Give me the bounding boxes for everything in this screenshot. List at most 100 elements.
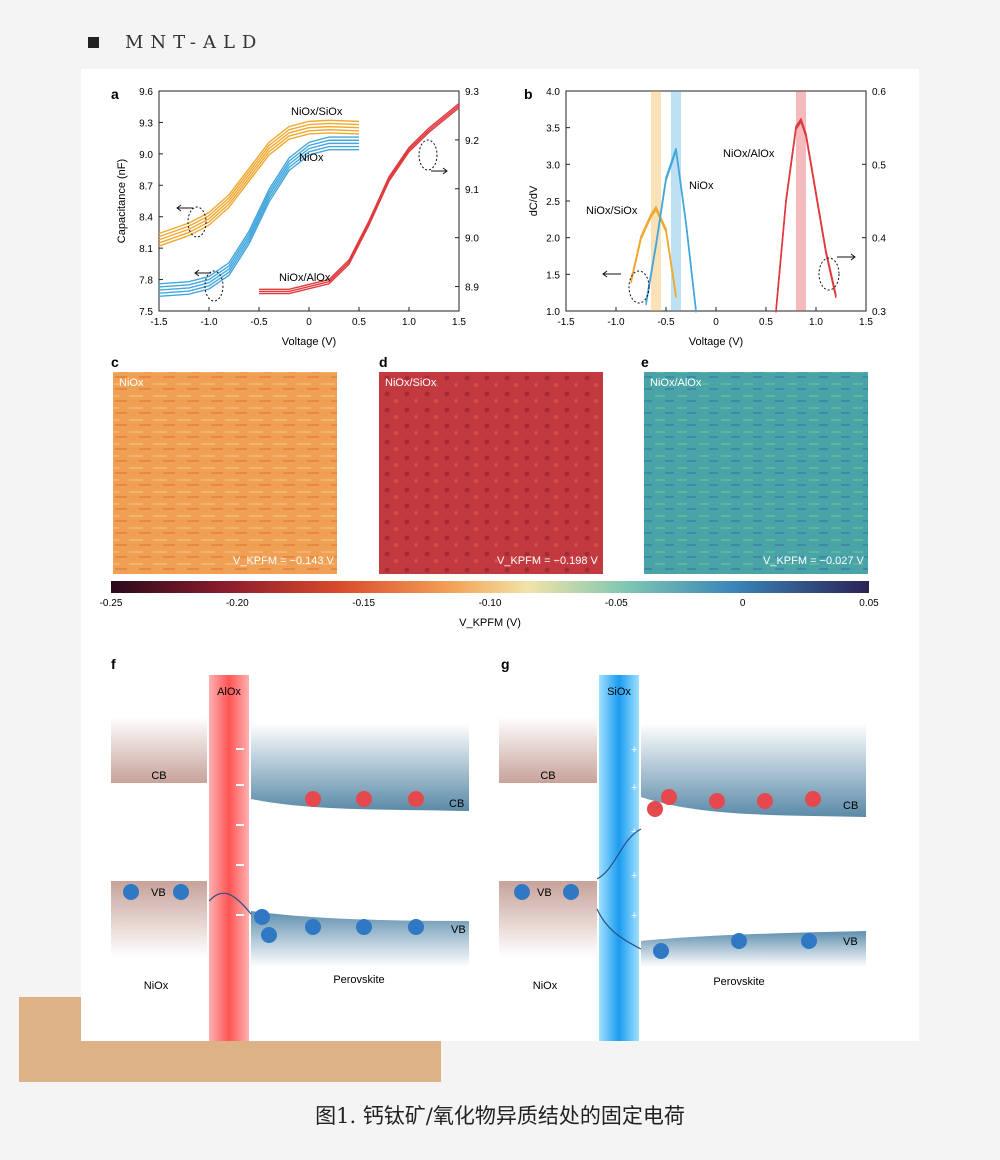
panel-label-g: g xyxy=(501,656,510,672)
chart-b-peak-bands xyxy=(651,91,806,311)
f-vb-label: VB xyxy=(151,887,166,899)
chart-b-peak-band xyxy=(671,91,681,311)
chart-b-ytick-label: 3.0 xyxy=(546,160,560,171)
chart-b-ellipse-2 xyxy=(818,257,840,291)
panel-label-f: f xyxy=(111,656,116,672)
chart-b-xtick-label: 0 xyxy=(713,317,719,328)
f-oxide-label: AlOx xyxy=(217,686,241,698)
panel-label-c: c xyxy=(111,354,119,370)
f-nio-cb xyxy=(111,717,207,783)
g-hole-icon-2 xyxy=(563,884,579,900)
kpfm-map-e-title: NiOx/AlOx xyxy=(650,377,702,389)
chart-a-xtick-label: 1.5 xyxy=(452,317,466,328)
kpfm-map-d-value: V_KPFM = −0.198 V xyxy=(497,555,599,567)
chart-a-ytick-label: 9.3 xyxy=(139,118,153,129)
g-oxide-layer xyxy=(599,675,639,1041)
chart-b-xtick-label: -1.5 xyxy=(557,317,575,328)
chart-a-ytick-label: 7.5 xyxy=(139,307,153,318)
f-hole-icon-3 xyxy=(254,909,270,925)
g-cb-left-label: CB xyxy=(540,770,555,782)
panel-label-a: a xyxy=(111,86,119,102)
g-hole-icon-1 xyxy=(514,884,530,900)
chart-a-series xyxy=(158,103,460,298)
colorbar-tick-label: -0.10 xyxy=(479,598,502,609)
g-oxide-label: SiOx xyxy=(607,686,631,698)
band-diagram-f: f CB VB NiOx CB VB Perovskite AlOx xyxy=(111,656,469,1041)
g-vb-right-label: VB xyxy=(843,936,858,948)
chart-a-y2-ticks: 8.9 9.0 9.1 9.2 9.3 xyxy=(455,87,479,294)
chart-b-ytick-label: 4.0 xyxy=(546,87,560,98)
chart-a-series-line xyxy=(158,136,359,285)
chart-a-series-line xyxy=(158,129,360,244)
chart-a-series-line xyxy=(158,142,359,291)
chart-b-ellipse-1 xyxy=(628,270,650,304)
chart-b-label-nio: NiOx xyxy=(689,180,714,192)
f-right-material: Perovskite xyxy=(333,974,384,986)
chart-b-ytick-label: 2.0 xyxy=(546,234,560,245)
chart-b-xtick-label: 0.5 xyxy=(759,317,773,328)
chart-b-xtick-label: -0.5 xyxy=(657,317,675,328)
f-electron-icon-3 xyxy=(408,791,424,807)
chart-a-series-line xyxy=(158,125,360,241)
chart-b-xlabel: Voltage (V) xyxy=(689,336,743,348)
kpfm-map-e xyxy=(644,372,868,574)
f-hole-icon-1 xyxy=(123,884,139,900)
chart-b-y2tick-label: 0.6 xyxy=(872,87,886,98)
figure-panel: a 7.5 7.8 8.1 8.4 8.7 9.0 9.3 9.6 8.9 9.0 9.1 9.2 9… xyxy=(81,69,919,1041)
svg-text:+: + xyxy=(631,826,637,838)
chart-b-label-nio-sio: NiOx/SiOx xyxy=(586,205,638,217)
g-transfer-arrow-2 xyxy=(596,908,642,950)
g-electron-icon-3 xyxy=(709,793,725,809)
chart-a-xtick-label: -1.0 xyxy=(200,317,218,328)
colorbar-tick-label: -0.15 xyxy=(352,598,375,609)
chart-a-arrow-left-2 xyxy=(194,269,211,277)
f-perovskite-cb xyxy=(251,723,469,811)
chart-b-ytick-label: 3.5 xyxy=(546,124,560,135)
panel-label-b: b xyxy=(524,86,533,102)
chart-a-arrow-left-1 xyxy=(176,204,193,212)
g-hole-icon-3 xyxy=(653,943,669,959)
chart-b-ytick-label: 1.0 xyxy=(546,307,560,318)
g-electron-icon-5 xyxy=(805,791,821,807)
chart-a-series-line xyxy=(158,122,360,238)
chart-a-ytick-label: 7.8 xyxy=(139,276,153,287)
g-vb-label: VB xyxy=(537,887,552,899)
chart-b-y2-ticks: 0.3 0.4 0.5 0.6 xyxy=(862,87,886,318)
f-hole-icon-5 xyxy=(305,919,321,935)
kpfm-map-e-value: V_KPFM = −0.027 V xyxy=(763,555,865,567)
chart-b-xtick-label: 1.5 xyxy=(859,317,873,328)
chart-a-series-line xyxy=(158,145,359,294)
f-hole-icon-4 xyxy=(261,927,277,943)
chart-a-y-ticks: 7.5 7.8 8.1 8.4 8.7 9.0 9.3 9.6 xyxy=(139,87,163,318)
chart-b-x-ticks: -1.5 -1.0 -0.5 0 0.5 1.0 1.5 xyxy=(557,307,873,328)
colorbar-ticks: -0.25 -0.20 -0.15 -0.10 -0.05 0 0.05 xyxy=(100,598,880,609)
chart-a-ellipse-2 xyxy=(204,270,224,302)
chart-a-xtick-label: 1.0 xyxy=(402,317,416,328)
figure-caption: 图1. 钙钛矿/氧化物异质结处的固定电荷 xyxy=(315,1104,685,1128)
kpfm-map-d-title: NiOx/SiOx xyxy=(385,377,437,389)
chart-b-peak-band xyxy=(796,91,806,311)
f-vb-right-label: VB xyxy=(451,924,466,936)
header-square-icon xyxy=(88,36,99,48)
brand-title: MNT-ALD xyxy=(125,31,264,53)
chart-a-series-line xyxy=(259,103,460,291)
chart-b-xtick-label: 1.0 xyxy=(809,317,823,328)
colorbar-label: V_KPFM (V) xyxy=(459,617,521,629)
chart-a-x-ticks: -1.5 -1.0 -0.5 0 0.5 1.0 1.5 xyxy=(150,307,466,328)
chart-a-xtick-label: 0.5 xyxy=(352,317,366,328)
chart-b-xtick-label: -1.0 xyxy=(607,317,625,328)
panel-label-d: d xyxy=(379,354,388,370)
f-cb-right-label: CB xyxy=(449,798,464,810)
g-transfer-arrow-1 xyxy=(596,828,642,880)
chart-b-label-nio-alo: NiOx/AlOx xyxy=(723,148,775,160)
g-hole-icon-5 xyxy=(801,933,817,949)
chart-b-series-line xyxy=(645,147,697,310)
chart-a-y2tick-label: 9.2 xyxy=(465,136,479,147)
kpfm-map-c xyxy=(113,372,337,574)
g-hole-icon-4 xyxy=(731,933,747,949)
chart-b-peak-band xyxy=(651,91,661,311)
chart-a-arrow-right xyxy=(431,167,448,175)
f-transfer-arrow xyxy=(208,892,252,915)
colorbar-tick-label: -0.20 xyxy=(226,598,249,609)
chart-a-ytick-label: 9.6 xyxy=(139,87,153,98)
